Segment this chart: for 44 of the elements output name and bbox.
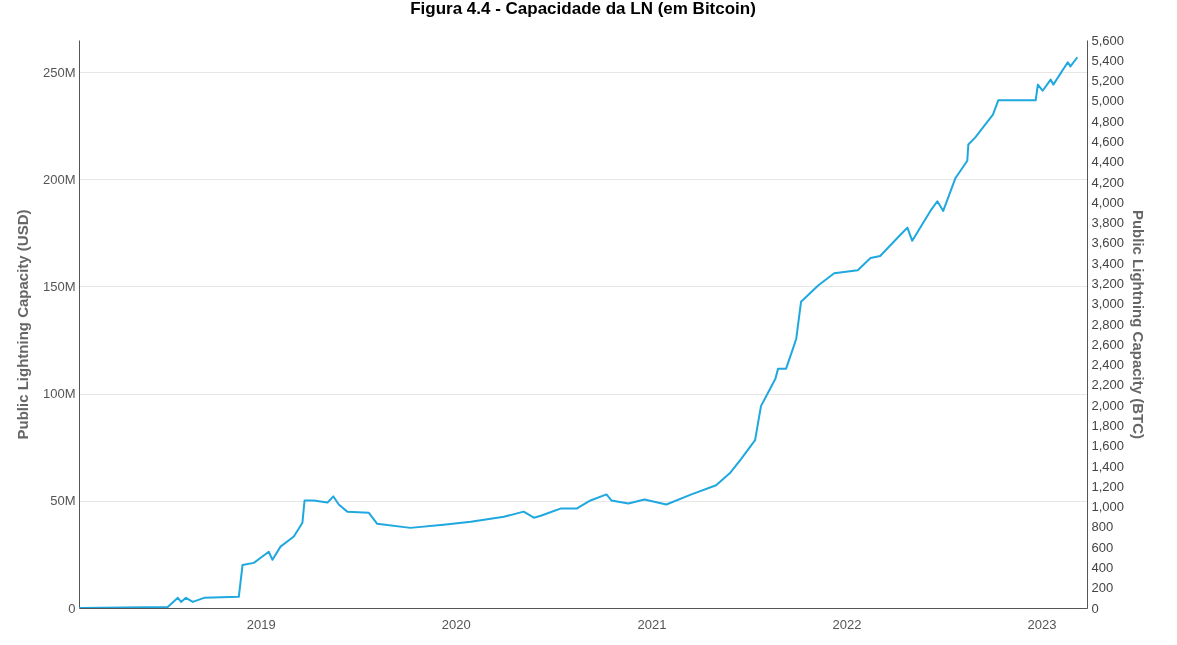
y2-tick-label: 0 (1091, 600, 1099, 616)
y2-tick-label: 4,800 (1091, 113, 1125, 129)
x-tick-label: 2020 (441, 616, 471, 632)
y2-tick-label: 2,600 (1091, 336, 1125, 352)
y2-tick-label: 400 (1091, 559, 1114, 575)
y2-tick-label: 5,000 (1091, 93, 1125, 109)
y2-tick-label: 5,400 (1091, 52, 1125, 68)
y2-tick-label: 1,400 (1091, 458, 1125, 474)
y2-tick-label: 3,000 (1091, 296, 1125, 312)
y2-tick-label: 2,200 (1091, 377, 1125, 393)
y2-tick-label: 800 (1091, 519, 1114, 535)
y-tick-label: 200M (42, 171, 76, 187)
y-axis-title: Public Lightning Capacity (USD) (13, 209, 31, 440)
y-tick-label: 50M (50, 493, 76, 509)
x-tick-label: 2019 (246, 616, 276, 632)
y2-axis-title: Public Lightning Capacity (BTC) (1130, 209, 1148, 440)
y-tick-label: 250M (42, 64, 76, 80)
x-tick-label: 2021 (637, 616, 667, 632)
y2-tick-label: 200 (1091, 580, 1114, 596)
y2-tick-label: 2,000 (1091, 397, 1125, 413)
y2-tick-label: 1,800 (1091, 417, 1125, 433)
chart-title: Figura 4.4 - Capacidade da LN (em Bitcoin) (410, 0, 756, 18)
y2-tick-label: 3,200 (1091, 275, 1125, 291)
y2-tick-label: 1,000 (1091, 499, 1125, 515)
y2-tick-label: 5,200 (1091, 73, 1125, 89)
y2-tick-label: 600 (1091, 539, 1114, 555)
y-tick-label: 100M (42, 386, 76, 402)
y2-tick-label: 3,400 (1091, 255, 1125, 271)
y2-tick-label: 4,600 (1091, 133, 1125, 149)
y2-tick-label: 4,200 (1091, 174, 1125, 190)
y2-tick-label: 4,400 (1091, 154, 1125, 170)
y2-tick-label: 2,800 (1091, 316, 1125, 332)
y2-tick-label: 5,600 (1091, 32, 1125, 48)
y-tick-label: 0 (68, 600, 76, 616)
y2-tick-label: 1,600 (1091, 438, 1125, 454)
y2-tick-label: 3,800 (1091, 215, 1125, 231)
y2-tick-label: 2,400 (1091, 357, 1125, 373)
x-tick-label: 2022 (832, 616, 862, 632)
y-tick-label: 150M (42, 278, 76, 294)
y2-tick-label: 3,600 (1091, 235, 1125, 251)
y2-tick-label: 1,200 (1091, 478, 1125, 494)
y2-tick-label: 4,000 (1091, 194, 1125, 210)
line-series (79, 56, 1079, 608)
x-tick-label: 2023 (1027, 616, 1057, 632)
